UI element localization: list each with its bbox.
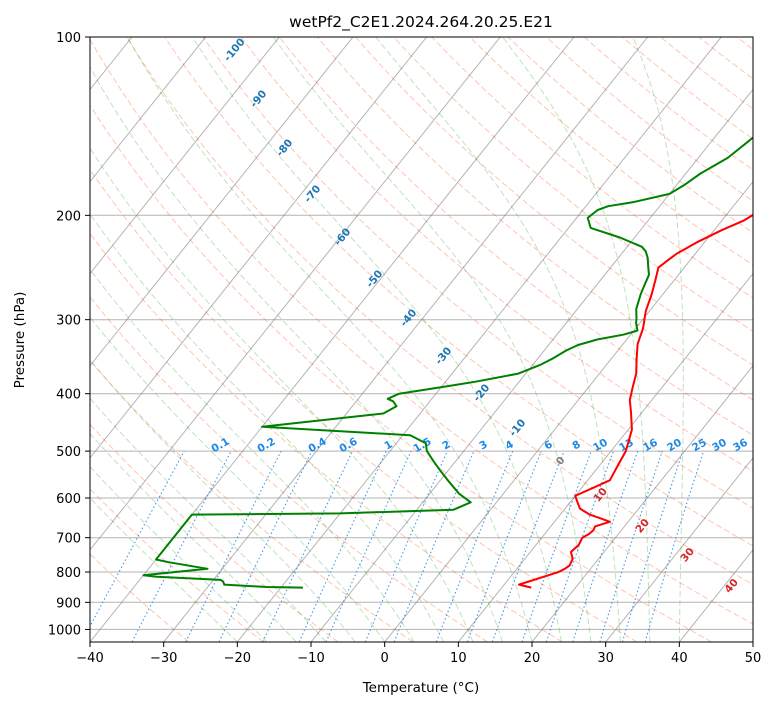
moist-adiabat [90, 268, 415, 642]
moist-adiabat [90, 432, 297, 642]
y-tick-label: 900 [56, 596, 81, 611]
y-tick-label: 500 [56, 445, 81, 460]
x-tick-label: −10 [297, 651, 324, 666]
y-tick-label: 700 [56, 532, 81, 547]
moist-adiabat [90, 147, 474, 642]
dry-adiabat [507, 37, 753, 234]
dry-adiabat [90, 168, 638, 642]
mixing-ratio-line [435, 450, 514, 642]
isotherm [310, 88, 753, 642]
mixing-ratio-line [572, 450, 639, 642]
isotherm [236, 37, 722, 642]
x-tick-label: 40 [671, 651, 688, 666]
dry-adiabat [469, 37, 753, 266]
dry-adiabat [164, 37, 753, 547]
dry-adiabat [90, 423, 339, 642]
dry-adiabat [90, 488, 264, 642]
x-tick-label: 50 [745, 651, 762, 666]
mixing-ratio-line [325, 450, 412, 642]
mixing-ratio-line [262, 450, 353, 642]
dry-adiabat [240, 37, 753, 472]
x-tick-label: −30 [150, 651, 177, 666]
mixing-ratio-line [466, 450, 542, 642]
y-tick-label: 200 [56, 209, 81, 224]
x-tick-label: 30 [597, 651, 614, 666]
isotherm [90, 37, 207, 183]
dry-adiabat [126, 37, 753, 586]
mixing-ratio-line [364, 450, 448, 642]
moist-adiabat [90, 466, 268, 642]
x-axis: −40 −30 −20 −10 0 10 20 30 40 50 [76, 642, 761, 666]
dry-adiabat [90, 296, 488, 642]
isotherm [90, 37, 354, 367]
moist-adiabat [191, 37, 562, 642]
x-tick-label: −40 [76, 651, 103, 666]
moist-adiabat [272, 37, 592, 642]
y-tick-label: 100 [56, 31, 81, 46]
moist-adiabat [375, 37, 621, 642]
isotherm [163, 37, 649, 642]
dry-adiabat [90, 232, 563, 642]
mixing-ratio-line [185, 450, 282, 642]
y-tick-label: 600 [56, 492, 81, 507]
y-tick-label: 800 [56, 566, 81, 581]
mixing-ratio-line [599, 450, 663, 642]
dewpoint-line [142, 136, 753, 589]
dry-adiabat [202, 37, 753, 509]
mixing-ratio-line [521, 450, 592, 642]
mixing-ratio-line [545, 450, 614, 642]
moist-adiabat [502, 37, 651, 642]
isotherm [384, 180, 753, 642]
dry-adiabat [90, 38, 753, 625]
x-tick-label: −20 [224, 651, 251, 666]
moist-adiabat [90, 359, 356, 642]
dry-adiabat [355, 37, 753, 366]
y-tick-label: 300 [56, 314, 81, 329]
dry-adiabat [393, 37, 753, 332]
mixing-ratio-line [621, 450, 684, 642]
isotherm [605, 457, 753, 642]
moist-adiabat [90, 212, 445, 642]
mixing-ratio-line [298, 450, 387, 642]
isotherm [90, 37, 280, 275]
moist-adiabat [632, 37, 684, 642]
dry-adiabat [545, 37, 753, 202]
mixing-ratio-line [491, 450, 565, 642]
isotherm [457, 272, 753, 642]
chart-title: wetPf2_C2E1.2024.264.20.25.E21 [289, 13, 553, 32]
dry-adiabat [431, 37, 753, 299]
moist-adiabat [126, 37, 533, 642]
dry-adiabat [278, 37, 753, 436]
x-tick-label: 20 [524, 651, 541, 666]
profile-series [142, 136, 753, 589]
temperature-line [518, 213, 753, 589]
x-axis-label: Temperature (°C) [362, 680, 480, 696]
isotherm [90, 37, 428, 459]
isotherm [90, 37, 501, 551]
mixing-ratio-line [644, 450, 705, 642]
y-axis: 100 200 300 400 500 600 700 800 900 1000 [48, 31, 90, 638]
moist-adiabat [90, 66, 503, 642]
y-tick-label: 400 [56, 388, 81, 403]
moist-adiabat [90, 316, 386, 642]
dry-adiabat [317, 37, 753, 401]
x-tick-label: 10 [450, 651, 467, 666]
y-tick-label: 1000 [48, 623, 81, 638]
moist-adiabat [90, 397, 327, 642]
dry-adiabat [90, 104, 712, 642]
plot-frame [89, 36, 754, 643]
x-tick-label: 0 [381, 651, 389, 666]
y-axis-label: Pressure (hPa) [12, 292, 28, 389]
isotherm [531, 364, 753, 642]
